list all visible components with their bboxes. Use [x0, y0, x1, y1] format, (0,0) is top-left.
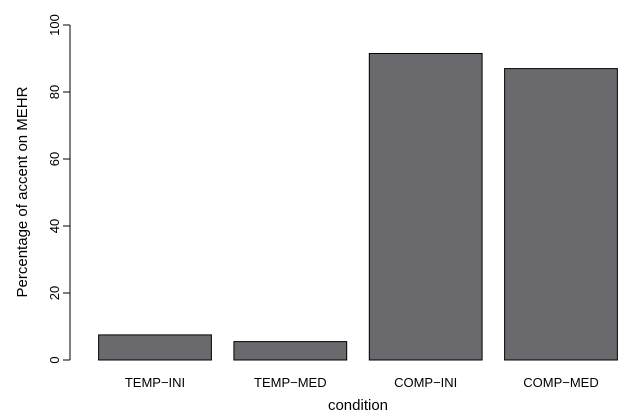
bar [98, 334, 212, 361]
bar [504, 68, 618, 361]
x-tick-label: TEMP−INI [125, 375, 185, 390]
x-tick-label: COMP−INI [394, 375, 457, 390]
x-axis-title: condition [328, 397, 388, 414]
bar [368, 53, 483, 361]
y-tick-label: 0 [47, 356, 62, 363]
y-tick-label: 40 [47, 219, 62, 233]
y-axis: 0 20 40 60 80 100 [47, 14, 71, 364]
y-axis-title: Percentage of accent on MEHR [14, 86, 31, 297]
bar [233, 341, 348, 361]
bars [98, 53, 618, 361]
y-tick-label: 80 [47, 85, 62, 99]
y-tick-label: 100 [47, 14, 62, 36]
x-tick-label: TEMP−MED [254, 375, 327, 390]
x-axis-ticks: TEMP−INI TEMP−MED COMP−INI COMP−MED [125, 375, 599, 390]
x-tick-label: COMP−MED [523, 375, 598, 390]
y-tick-label: 20 [47, 286, 62, 300]
y-tick-label: 60 [47, 152, 62, 166]
